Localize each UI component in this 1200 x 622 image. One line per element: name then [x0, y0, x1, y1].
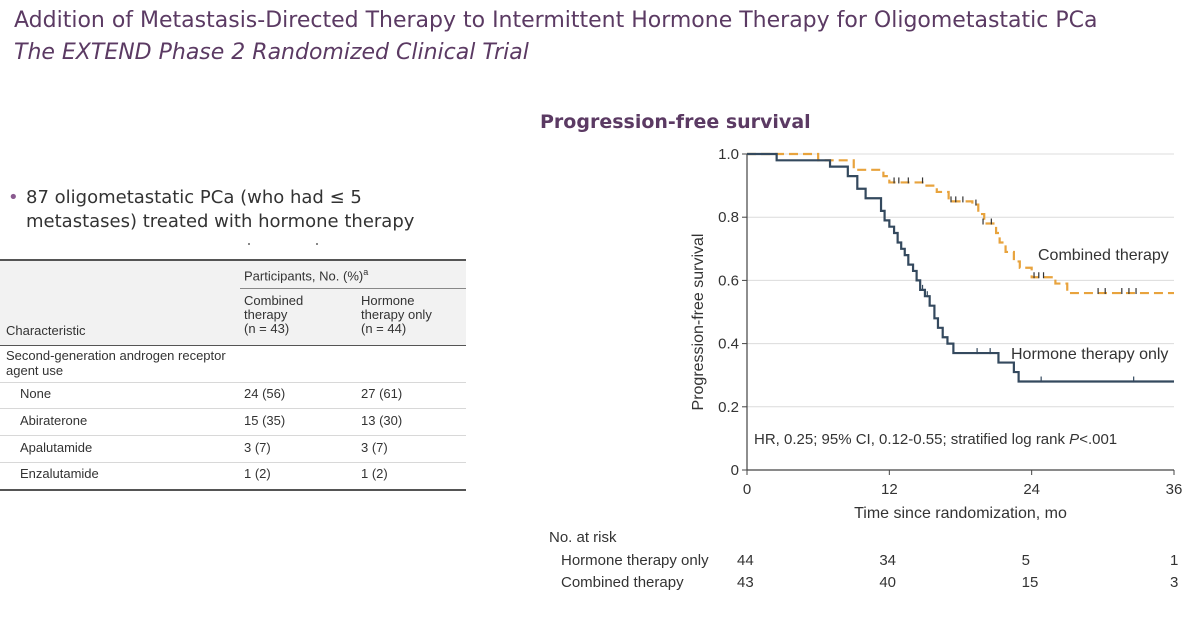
risk-heading: No. at risk	[549, 529, 617, 546]
risk-value: 44	[737, 552, 754, 569]
group-header-rule	[240, 288, 466, 289]
y-tick-label: 1.0	[718, 146, 739, 163]
y-tick-label: 0.8	[718, 209, 739, 226]
bullet-icon: •	[8, 187, 19, 208]
group-header: Participants, No. (%)a	[244, 267, 369, 284]
series-line-hormone-therapy-only	[747, 152, 1174, 383]
row-combined: 15 (35)	[244, 413, 286, 428]
risk-label-combined: Combined therapy	[561, 574, 684, 591]
risk-value: 5	[1021, 552, 1030, 569]
x-tick-label: 0	[743, 481, 751, 498]
row-hormone: 3 (7)	[361, 440, 388, 455]
x-tick-label: 24	[1023, 481, 1040, 498]
y-tick-label: 0	[731, 462, 739, 479]
table-header	[0, 261, 466, 345]
row-label: None	[20, 386, 52, 401]
row-label: Apalutamide	[20, 440, 93, 455]
row-divider	[0, 435, 466, 436]
y-tick-label: 0.4	[718, 336, 739, 353]
row-label: Abiraterone	[20, 413, 88, 428]
bullet-text: 87 oligometastatic PCa (who had ≤ 5 meta…	[26, 187, 415, 232]
col-combined-line2: therapy	[244, 307, 288, 322]
row-combined: 1 (2)	[244, 466, 271, 481]
risk-value: 43	[737, 574, 754, 591]
row-combined: 24 (56)	[244, 386, 286, 401]
chart-labels: 0 0.2 0.4 0.6 0.8 1.0 0 12 24 36 Time since random…	[690, 146, 1182, 522]
risk-label-hormone: Hormone therapy only	[561, 552, 709, 569]
chart-title: Progression-free survival	[540, 111, 811, 133]
col-hormone-line1: Hormone	[361, 293, 415, 308]
crop-artifact	[244, 243, 324, 247]
x-tick-label: 36	[1166, 481, 1183, 498]
row-hormone: 1 (2)	[361, 466, 388, 481]
risk-value: 15	[1021, 574, 1039, 591]
series-lines	[747, 152, 1174, 383]
row-divider	[0, 408, 466, 409]
stats-annotation: HR, 0.25; 95% CI, 0.12-0.55; stratified …	[754, 431, 1117, 448]
table-top-rule	[0, 259, 466, 261]
axes	[742, 153, 1175, 475]
gridlines	[747, 153, 1174, 408]
col-characteristic: Characteristic	[6, 323, 86, 338]
x-axis-title: Time since randomization, mo	[854, 505, 1067, 522]
risk-value: 40	[879, 574, 897, 591]
y-axis-title: Progression-free survival	[690, 234, 707, 411]
table-bottom-rule	[0, 489, 466, 491]
series-label-combined: Combined therapy	[1038, 247, 1169, 264]
series-line-combined-therapy	[747, 152, 1174, 295]
risk-value: 1	[1170, 552, 1179, 569]
row-hormone: 27 (61)	[361, 386, 403, 401]
section-label-line1: Second-generation androgen receptor	[6, 348, 226, 363]
row-divider	[0, 382, 466, 383]
page-subtitle: The EXTEND Phase 2 Randomized Clinical T…	[14, 40, 529, 65]
row-label: Enzalutamide	[20, 466, 99, 481]
y-tick-label: 0.2	[718, 399, 739, 416]
col-hormone-line3: (n = 44)	[361, 321, 407, 336]
section-label-line2: agent use	[6, 363, 64, 378]
row-hormone: 13 (30)	[361, 413, 403, 428]
row-divider	[0, 462, 466, 463]
x-tick-label: 12	[881, 481, 898, 498]
y-tick-label: 0.6	[718, 272, 739, 289]
col-hormone-line2: therapy only	[361, 307, 432, 322]
risk-value: 3	[1170, 574, 1179, 591]
table-header-rule	[0, 345, 466, 346]
series-label-hormone: Hormone therapy only	[1011, 346, 1168, 363]
col-combined-line3: (n = 43)	[244, 321, 290, 336]
col-combined-line1: Combined	[244, 293, 304, 308]
risk-value: 34	[879, 552, 897, 569]
page-title: Addition of Metastasis-Directed Therapy …	[14, 8, 1098, 33]
row-combined: 3 (7)	[244, 440, 271, 455]
